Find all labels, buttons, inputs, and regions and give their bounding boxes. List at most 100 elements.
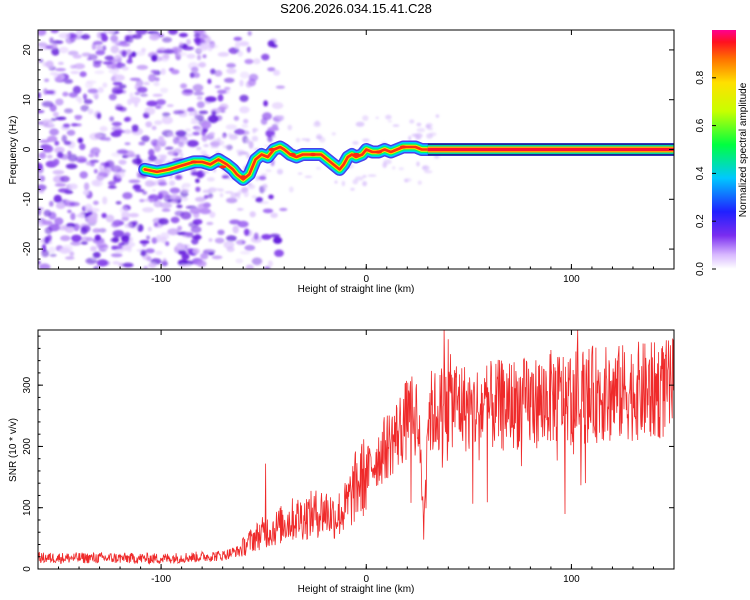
noise-blob (207, 47, 213, 52)
noise-blob (229, 134, 238, 140)
noise-blob (225, 124, 238, 130)
noise-blob (110, 253, 123, 258)
noise-blob (62, 123, 71, 128)
noise-blob (42, 61, 48, 67)
noise-blob (105, 160, 115, 169)
trace-hotspot (375, 150, 383, 154)
noise-blob (124, 129, 132, 135)
noise-blob (188, 112, 195, 116)
y-tick-label: 100 (22, 499, 33, 516)
noise-blob (41, 220, 53, 226)
noise-blob (104, 55, 114, 61)
noise-blob (161, 208, 171, 212)
noise-blob (132, 34, 143, 39)
noise-blob (226, 246, 235, 253)
noise-blob (102, 61, 113, 65)
noise-blob (136, 64, 149, 70)
noise-blob (192, 84, 204, 92)
colorbar-label: Normalized spectral amplitude (738, 82, 749, 217)
noise-blob (341, 180, 346, 187)
noise-blob (142, 191, 148, 195)
noise-blob (66, 129, 76, 136)
colorbar-tick-label: 0.0 (695, 262, 706, 276)
noise-blob (167, 228, 180, 236)
noise-blob (64, 108, 73, 114)
noise-blob (248, 73, 259, 82)
snr-panel: -100 0 100 0 100 200 300 Height of straight li… (8, 329, 675, 595)
noise-blob (367, 174, 377, 177)
noise-blob (54, 183, 67, 187)
noise-blob (190, 121, 200, 124)
noise-blob (162, 112, 171, 117)
noise-blob (100, 32, 107, 37)
noise-blob (195, 178, 200, 183)
x-tick-label: 100 (563, 574, 580, 585)
noise-blob (73, 63, 86, 70)
noise-blob (239, 79, 244, 87)
noise-blob (138, 141, 146, 146)
noise-blob (238, 41, 250, 47)
noise-blob (178, 113, 188, 118)
noise-blob (90, 246, 97, 252)
noise-blob (93, 200, 99, 205)
noise-blob (258, 175, 267, 181)
y-tick-label: 0 (22, 566, 33, 572)
colorbar-ticks: 0.0 0.2 0.4 0.6 0.8 (695, 70, 716, 276)
noise-blob (424, 170, 433, 174)
noise-blob (190, 226, 202, 233)
noise-blob (176, 243, 186, 250)
noise-blob (132, 184, 141, 190)
noise-blob (186, 140, 199, 147)
noise-blob (170, 151, 177, 157)
noise-blob (46, 154, 53, 159)
x-tick-label: 100 (563, 274, 580, 285)
noise-blob (221, 134, 227, 139)
colorbar-gradient (712, 30, 736, 269)
noise-blob (65, 163, 78, 170)
noise-blob (409, 119, 415, 124)
noise-blob (169, 180, 176, 186)
noise-blob (198, 62, 207, 68)
noise-blob (203, 194, 209, 199)
noise-blob (155, 250, 163, 255)
noise-blob (45, 90, 55, 95)
noise-blob (136, 86, 148, 93)
noise-blob (112, 230, 125, 238)
noise-blob (205, 96, 217, 103)
noise-blob (267, 135, 273, 142)
noise-blob (267, 40, 275, 48)
y-tick-label: 0 (22, 146, 33, 152)
noise-blob (273, 69, 281, 76)
noise-blob (128, 213, 139, 218)
noise-blob (68, 154, 78, 162)
noise-blob (99, 164, 104, 171)
noise-blob (276, 168, 284, 175)
noise-blob (193, 37, 201, 43)
noise-blob (226, 235, 237, 242)
noise-blob (175, 130, 187, 137)
noise-blob (94, 234, 101, 241)
noise-blob (100, 162, 107, 166)
noise-blob (39, 263, 51, 269)
noise-blob (143, 265, 148, 269)
noise-blob (179, 153, 184, 157)
noise-blobs (38, 30, 440, 269)
y-tick-label: 10 (22, 94, 33, 106)
noise-blob (95, 50, 106, 56)
noise-blob (96, 112, 102, 120)
noise-blob (149, 33, 160, 41)
noise-blob (112, 81, 123, 86)
noise-blob (217, 188, 224, 192)
noise-blob (206, 221, 214, 226)
noise-blob (54, 217, 64, 226)
noise-blob (102, 82, 108, 88)
noise-blob (146, 100, 158, 107)
noise-blob (124, 142, 131, 146)
noise-blob (54, 140, 60, 146)
noise-blob (38, 110, 45, 114)
noise-blob (47, 135, 58, 142)
noise-blob (211, 110, 217, 117)
noise-blob (251, 195, 258, 199)
noise-blob (425, 122, 433, 128)
